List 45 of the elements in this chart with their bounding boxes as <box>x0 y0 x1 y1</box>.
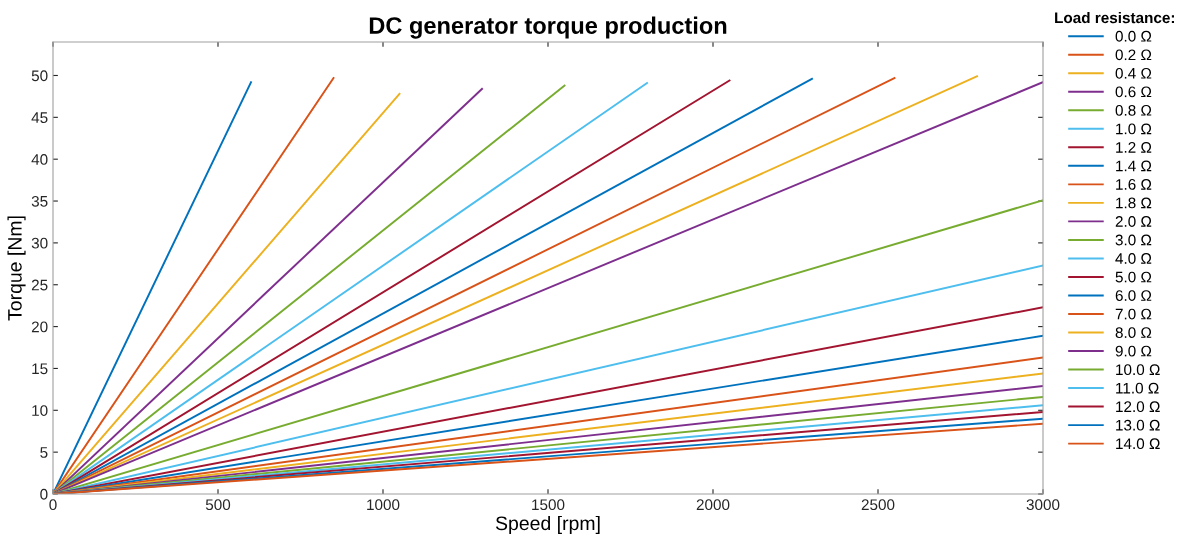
x-tick-label: 1000 <box>367 499 400 511</box>
legend-title: Load resistance: <box>1055 11 1175 24</box>
legend-label: 10.0 Ω <box>1116 364 1160 376</box>
legend-label: 14.0 Ω <box>1116 438 1160 450</box>
x-tick-label: 1500 <box>532 499 565 511</box>
legend-label: 1.2 Ω <box>1116 141 1152 153</box>
y-tick-label: 35 <box>31 195 48 207</box>
legend-label: 7.0 Ω <box>1115 308 1152 320</box>
y-tick-label: 30 <box>31 237 48 249</box>
y-tick-label: 15 <box>32 363 48 375</box>
y-tick-label: 45 <box>31 112 48 124</box>
legend-label: 11.0 Ω <box>1116 382 1159 394</box>
y-tick-label: 10 <box>32 405 48 416</box>
legend-label: 2.0 Ω <box>1115 216 1152 227</box>
x-tick-label: 3000 <box>1026 499 1060 511</box>
legend-label: 1.0 Ω <box>1116 123 1152 135</box>
legend-label: 1.6 Ω <box>1116 179 1152 190</box>
legend-label: 13.0 Ω <box>1116 419 1160 431</box>
x-tick-label: 500 <box>205 499 231 511</box>
x-axis-title: Speed [rpm] <box>495 515 600 535</box>
y-tick-label: 40 <box>31 154 48 165</box>
chart-title: DC generator torque production <box>369 16 727 39</box>
legend-label: 9.0 Ω <box>1115 345 1152 357</box>
legend-label: 4.0 Ω <box>1115 253 1152 264</box>
x-tick-label: 2500 <box>861 499 895 511</box>
legend-label: 0.8 Ω <box>1115 104 1152 116</box>
y-tick-label: 20 <box>31 321 48 333</box>
x-tick-label: 0 <box>49 499 57 511</box>
legend-label: 1.4 Ω <box>1116 160 1152 172</box>
y-axis-title: Torque [Nm] <box>7 216 26 321</box>
x-tick-label: 2000 <box>696 499 730 511</box>
legend-label: 3.0 Ω <box>1115 234 1152 246</box>
legend-label: 5.0 Ω <box>1115 271 1152 283</box>
legend-label: 0.4 Ω <box>1115 67 1152 79</box>
legend-label: 8.0 Ω <box>1115 327 1152 339</box>
legend-label: 1.8 Ω <box>1116 197 1152 209</box>
y-tick-label: 50 <box>31 70 48 82</box>
legend-label: 0.2 Ω <box>1115 49 1152 61</box>
y-tick-label: 25 <box>31 279 48 291</box>
legend-label: 6.0 Ω <box>1115 290 1152 301</box>
y-tick-label: 5 <box>40 447 48 458</box>
legend-label: 0.0 Ω <box>1115 30 1152 42</box>
legend-label: 0.6 Ω <box>1115 86 1152 98</box>
legend-label: 12.0 Ω <box>1116 401 1160 413</box>
y-tick-label: 0 <box>40 488 48 500</box>
